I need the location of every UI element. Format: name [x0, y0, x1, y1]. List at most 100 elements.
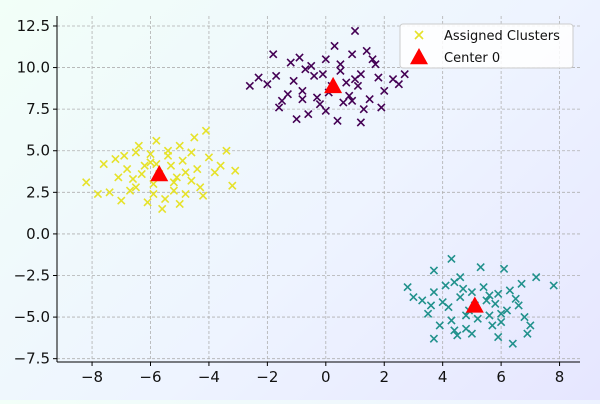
data-point: [175, 199, 184, 209]
data-point: [356, 118, 366, 127]
legend-label: Assigned Clusters: [444, 29, 560, 44]
data-point: [131, 183, 141, 192]
data-point: [467, 329, 477, 338]
data-point: [245, 81, 255, 91]
data-point: [368, 55, 377, 64]
data-point: [263, 80, 272, 89]
data-point: [505, 286, 515, 295]
data-point: [342, 78, 351, 87]
data-point: [105, 188, 114, 197]
data-point: [117, 196, 126, 205]
data-point: [444, 302, 453, 312]
data-point: [456, 272, 465, 282]
x-tick-label: −4: [198, 368, 220, 386]
data-point: [423, 309, 433, 318]
data-point: [201, 126, 211, 135]
x-tick-label: 2: [379, 368, 389, 386]
data-point: [228, 181, 237, 190]
data-point: [283, 90, 292, 99]
data-point: [447, 254, 456, 264]
data-point: [456, 292, 465, 302]
data-point: [426, 301, 436, 310]
data-point: [172, 173, 181, 182]
data-point: [447, 316, 456, 325]
data-point: [461, 311, 471, 320]
center-marker: [324, 76, 343, 94]
data-point: [511, 294, 520, 303]
x-tick-label: 4: [438, 368, 448, 386]
data-point: [353, 81, 363, 91]
x-tick-label: −6: [139, 368, 161, 386]
data-point: [499, 264, 509, 274]
legend-label: Center 0: [444, 51, 500, 66]
data-point: [485, 291, 494, 300]
data-point: [394, 80, 404, 89]
data-point: [190, 133, 199, 142]
data-point: [435, 321, 444, 330]
data-point: [125, 186, 135, 195]
data-point: [523, 329, 532, 338]
data-point: [336, 66, 345, 76]
x-tick-label: 8: [555, 368, 565, 386]
legend: Assigned Clusters Center 0: [399, 23, 574, 69]
cluster-centers: [150, 76, 484, 313]
data-point: [178, 156, 187, 165]
data-point: [380, 86, 389, 96]
axes: [56, 16, 580, 363]
data-point: [175, 141, 184, 150]
data-point: [377, 103, 386, 112]
data-point: [458, 284, 468, 293]
legend-box: [399, 23, 574, 69]
data-points: [82, 26, 558, 348]
data-point: [409, 292, 418, 302]
data-point: [321, 55, 330, 64]
data-point: [508, 339, 517, 348]
y-tick-label: −7.5: [14, 350, 50, 368]
legend-x-marker-icon: [414, 30, 424, 40]
series-2: [245, 26, 409, 127]
data-point: [114, 173, 123, 182]
data-point: [122, 164, 132, 174]
data-point: [222, 146, 231, 155]
data-point: [450, 326, 459, 335]
data-point: [336, 60, 345, 69]
data-point: [160, 194, 170, 204]
x-tick-label: −8: [81, 368, 103, 386]
y-tick-label: 7.5: [26, 100, 50, 118]
data-point: [365, 95, 374, 104]
data-point: [298, 95, 307, 104]
data-point: [134, 141, 143, 150]
data-point: [231, 166, 240, 175]
x-tick-label: 0: [321, 368, 331, 386]
data-point: [146, 158, 155, 167]
data-point: [350, 75, 360, 84]
y-tick-label: 2.5: [26, 183, 50, 201]
data-point: [289, 76, 298, 86]
data-point: [82, 178, 91, 187]
y-tick-label: −2.5: [14, 267, 50, 285]
data-point: [187, 176, 196, 185]
data-point: [274, 103, 284, 112]
data-point: [196, 183, 205, 192]
data-point: [187, 148, 196, 157]
data-point: [128, 174, 138, 184]
data-point: [304, 109, 313, 119]
data-point: [111, 154, 120, 164]
data-point: [152, 136, 161, 145]
data-point: [216, 161, 225, 170]
data-point: [429, 287, 439, 297]
data-point: [312, 93, 322, 102]
data-point: [526, 321, 535, 330]
data-point: [271, 71, 281, 81]
data-point: [350, 26, 360, 36]
data-point: [181, 189, 190, 199]
data-point: [204, 153, 214, 162]
legend-triangle-icon: [410, 48, 428, 65]
data-point: [549, 281, 558, 290]
data-point: [339, 98, 348, 107]
data-point: [491, 299, 500, 308]
data-point: [482, 296, 491, 305]
data-point: [494, 289, 503, 298]
data-point: [181, 168, 190, 177]
